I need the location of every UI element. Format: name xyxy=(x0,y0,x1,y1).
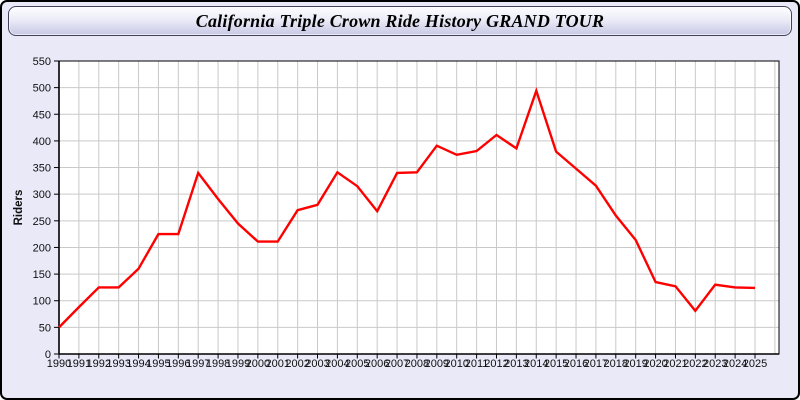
x-tick-label: 2023 xyxy=(703,358,727,370)
x-tick-label: 1999 xyxy=(226,358,250,370)
x-tick-label: 1997 xyxy=(186,358,210,370)
x-tick-label: 2020 xyxy=(643,358,667,370)
x-tick-label: 2005 xyxy=(345,358,369,370)
y-tick-label: 450 xyxy=(33,109,51,121)
x-tick-label: 1996 xyxy=(166,358,190,370)
x-tick-label: 2007 xyxy=(385,358,409,370)
y-tick-label: 100 xyxy=(33,296,51,308)
x-tick-label: 2022 xyxy=(683,358,707,370)
y-tick-label: 350 xyxy=(33,163,51,175)
x-tick-label: 2019 xyxy=(623,358,647,370)
plot-area xyxy=(59,61,779,354)
x-tick-label: 1993 xyxy=(106,358,130,370)
x-tick-label: 1991 xyxy=(67,358,91,370)
y-tick-label: 200 xyxy=(33,242,51,254)
x-tick-label: 2009 xyxy=(425,358,449,370)
x-tick-label: 2021 xyxy=(663,358,687,370)
x-tick-label: 2003 xyxy=(305,358,329,370)
chart-title-bar: California Triple Crown Ride History GRA… xyxy=(8,6,792,36)
x-tick-label: 1994 xyxy=(126,358,150,370)
x-tick-label: 2010 xyxy=(444,358,468,370)
riders-line-series xyxy=(58,87,756,329)
y-tick-label: 300 xyxy=(33,189,51,201)
y-tick-labels: 0 50 100 150 200 250 300 350 400 450 500 550 xyxy=(33,56,51,361)
chart-title: California Triple Crown Ride History GRA… xyxy=(195,10,605,31)
x-tick-label: 2012 xyxy=(484,358,508,370)
y-tick-label: 150 xyxy=(33,269,51,281)
x-tick-label: 2001 xyxy=(266,358,290,370)
x-tick-label: 2002 xyxy=(285,358,309,370)
x-tick-label: 1998 xyxy=(206,358,230,370)
x-tick-label: 2015 xyxy=(544,358,568,370)
x-tick-label: 2000 xyxy=(246,358,270,370)
y-tick-label: 400 xyxy=(33,136,51,148)
y-axis-title: Riders xyxy=(13,190,25,226)
axis-ticks xyxy=(54,60,756,359)
x-tick-label: 1992 xyxy=(87,358,111,370)
y-tick-label: 0 xyxy=(45,349,51,361)
x-tick-label: 2004 xyxy=(325,358,349,370)
x-tick-labels: 1990199119921993199419951996199719981999… xyxy=(47,358,767,370)
x-tick-label: 2006 xyxy=(365,358,389,370)
x-tick-label: 2024 xyxy=(723,358,747,370)
x-tick-label: 1990 xyxy=(47,358,71,370)
y-tick-label: 550 xyxy=(33,56,51,68)
y-tick-label: 250 xyxy=(33,216,51,228)
y-tick-label: 50 xyxy=(39,322,51,334)
x-tick-label: 2008 xyxy=(405,358,429,370)
x-tick-label: 2025 xyxy=(743,358,767,370)
x-tick-label: 2014 xyxy=(524,358,548,370)
x-tick-label: 1995 xyxy=(146,358,170,370)
x-tick-label: 2018 xyxy=(604,358,628,370)
y-tick-label: 500 xyxy=(33,83,51,95)
x-tick-label: 2013 xyxy=(504,358,528,370)
x-tick-label: 2017 xyxy=(584,358,608,370)
x-tick-label: 2016 xyxy=(564,358,588,370)
x-tick-label: 2011 xyxy=(465,358,489,370)
